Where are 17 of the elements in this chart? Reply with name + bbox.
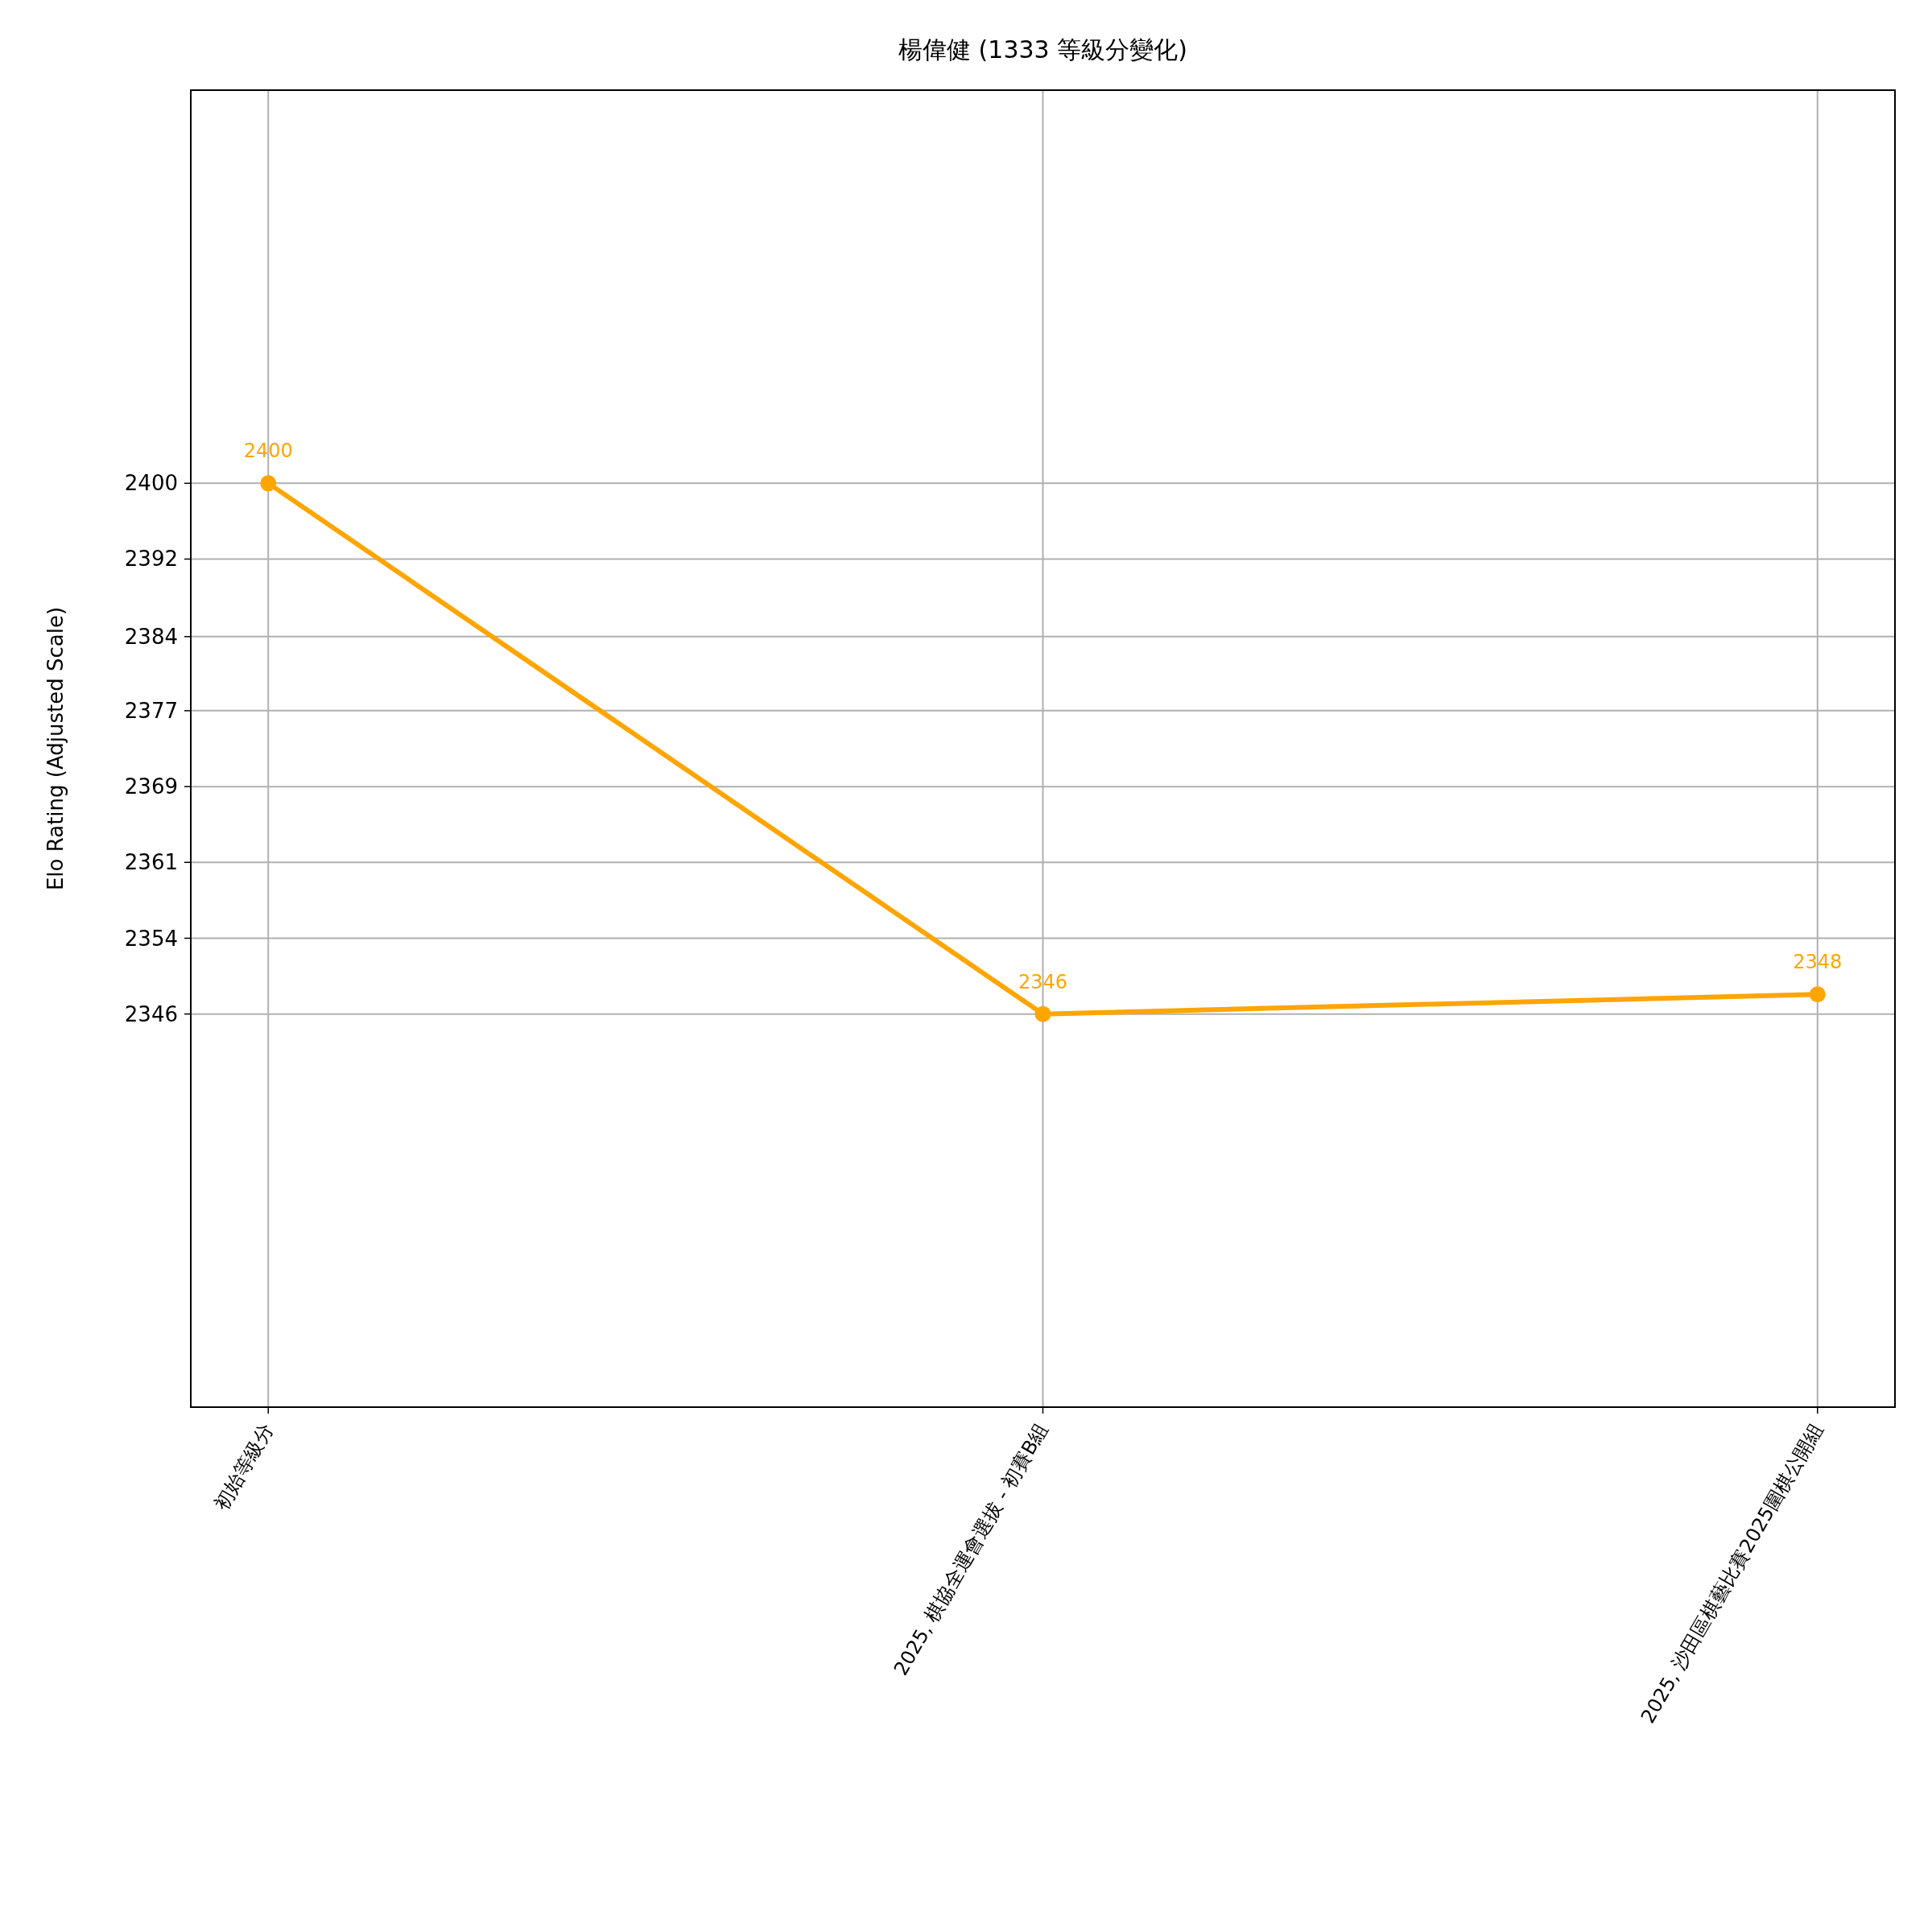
x-tick-label: 初始等級分 — [210, 1419, 279, 1514]
point — [1034, 1005, 1051, 1022]
y-tick-label: 2400 — [124, 471, 178, 496]
y-tick-label: 2354 — [124, 926, 178, 951]
y-axis-title: Elo Rating (Adjusted Scale) — [43, 606, 68, 891]
y-tick-label: 2392 — [124, 547, 178, 572]
y-tick-label: 2369 — [124, 774, 178, 799]
data-label: 2400 — [243, 440, 293, 463]
point — [1809, 986, 1826, 1003]
y-tick-label: 2346 — [124, 1001, 178, 1026]
y-tick-label: 2361 — [124, 850, 178, 875]
y-tick-label: 2377 — [124, 698, 178, 723]
data-label: 2348 — [1793, 951, 1843, 974]
chart-title: 楊偉健 (1333 等級分變化) — [898, 35, 1187, 64]
y-tick-label: 2384 — [124, 624, 178, 649]
data-label: 2346 — [1018, 970, 1068, 993]
point — [260, 475, 277, 492]
